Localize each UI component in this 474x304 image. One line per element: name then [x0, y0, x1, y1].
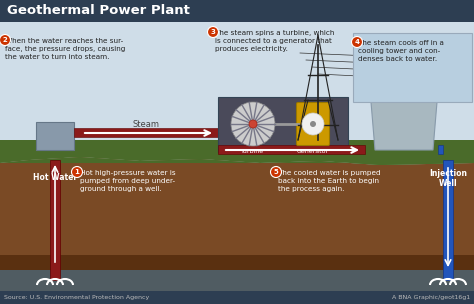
Text: The steam cools off in a
cooling tower and con-
denses back to water.: The steam cools off in a cooling tower a… [358, 40, 444, 62]
Text: Source: U.S. Environmental Protection Agency: Source: U.S. Environmental Protection Ag… [4, 295, 149, 300]
Text: 5: 5 [273, 169, 278, 175]
Text: A BNA Graphic/geot16g1: A BNA Graphic/geot16g1 [392, 295, 470, 300]
FancyBboxPatch shape [218, 145, 365, 154]
Circle shape [249, 120, 257, 128]
Circle shape [231, 102, 275, 146]
Text: Hot high-pressure water is
pumped from deep under-
ground through a well.: Hot high-pressure water is pumped from d… [80, 170, 176, 192]
FancyBboxPatch shape [36, 122, 74, 150]
Text: The steam spins a turbine, which
is connected to a generator that
produces elect: The steam spins a turbine, which is conn… [215, 30, 334, 52]
FancyBboxPatch shape [218, 97, 348, 152]
Circle shape [208, 26, 219, 37]
Circle shape [378, 78, 392, 92]
Polygon shape [0, 157, 474, 291]
Text: 3: 3 [210, 29, 216, 35]
Circle shape [417, 78, 431, 92]
Circle shape [395, 81, 413, 99]
Circle shape [376, 81, 394, 99]
Text: 4: 4 [355, 39, 359, 45]
FancyBboxPatch shape [50, 160, 60, 280]
Circle shape [352, 36, 363, 47]
Circle shape [302, 113, 324, 135]
Circle shape [310, 121, 316, 127]
Circle shape [72, 167, 82, 178]
Text: Injection
Well: Injection Well [429, 169, 467, 188]
FancyBboxPatch shape [74, 128, 218, 137]
Polygon shape [0, 270, 474, 291]
FancyBboxPatch shape [353, 33, 472, 102]
Polygon shape [0, 255, 474, 291]
Text: 2: 2 [3, 37, 8, 43]
Circle shape [0, 34, 10, 46]
Text: Geothermal Power Plant: Geothermal Power Plant [7, 5, 190, 18]
Text: Turbine: Turbine [241, 149, 264, 154]
Text: When the water reaches the sur-
face, the pressure drops, causing
the water to t: When the water reaches the sur- face, th… [5, 38, 126, 60]
FancyBboxPatch shape [0, 291, 474, 304]
FancyBboxPatch shape [0, 0, 474, 22]
Text: Hot Water: Hot Water [33, 173, 77, 182]
Text: Cooling Tower: Cooling Tower [377, 59, 430, 68]
FancyBboxPatch shape [438, 145, 443, 154]
Text: Steam: Steam [133, 120, 159, 129]
FancyBboxPatch shape [443, 160, 453, 280]
Circle shape [398, 75, 410, 87]
Polygon shape [0, 140, 474, 165]
Circle shape [397, 78, 411, 92]
Polygon shape [370, 90, 438, 150]
Polygon shape [0, 145, 474, 165]
Text: Generator: Generator [297, 149, 329, 154]
Text: The cooled water is pumped
back into the Earth to begin
the process again.: The cooled water is pumped back into the… [278, 170, 381, 192]
FancyBboxPatch shape [0, 22, 474, 291]
Circle shape [379, 75, 391, 87]
Circle shape [418, 75, 430, 87]
FancyBboxPatch shape [297, 102, 329, 146]
Circle shape [271, 167, 282, 178]
Text: 1: 1 [74, 169, 80, 175]
Circle shape [415, 81, 433, 99]
